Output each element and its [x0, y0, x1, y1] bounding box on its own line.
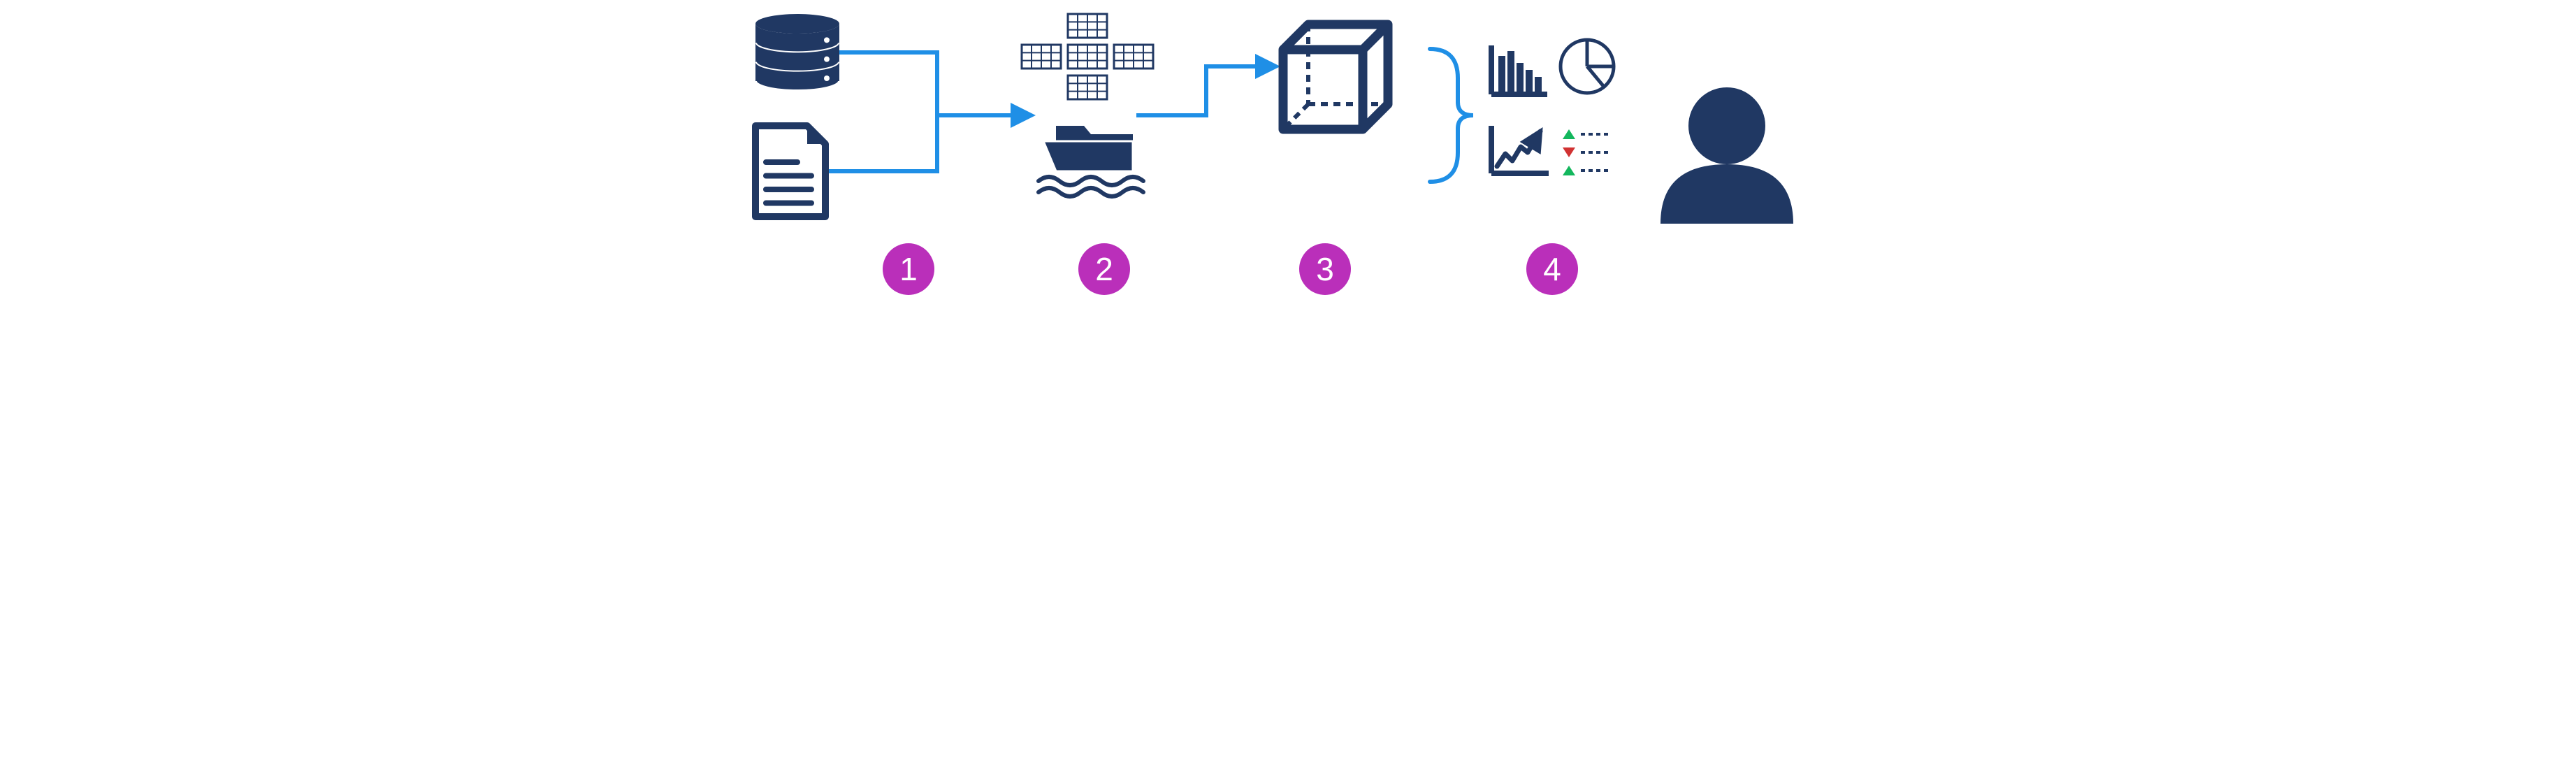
step-badge-2: 2 [1078, 243, 1130, 295]
brace-icon [1430, 49, 1473, 182]
step-label: 4 [1543, 250, 1561, 288]
pie-chart-icon [1561, 40, 1614, 93]
step-label: 3 [1316, 250, 1334, 288]
user-icon [1660, 87, 1793, 224]
step-badge-1: 1 [883, 243, 934, 295]
step-badge-4: 4 [1526, 243, 1578, 295]
arrow-db-to-lake [839, 52, 1032, 115]
arrow-lake-to-cube [1136, 66, 1276, 115]
step-label: 1 [899, 250, 918, 288]
data-pipeline-diagram: 1 2 3 4 [731, 0, 1845, 328]
bar-chart-icon [1491, 45, 1547, 94]
step-label: 2 [1095, 250, 1113, 288]
data-grids-icon [1022, 14, 1153, 99]
cube-icon [1283, 24, 1388, 129]
line-chart-icon [1491, 126, 1549, 173]
arrow-doc-to-lake [829, 115, 1032, 171]
folder-lake-icon [1039, 126, 1143, 196]
step-badge-3: 3 [1299, 243, 1351, 295]
indicator-list-icon [1563, 129, 1612, 175]
database-icon [755, 14, 839, 91]
document-icon [755, 126, 825, 217]
